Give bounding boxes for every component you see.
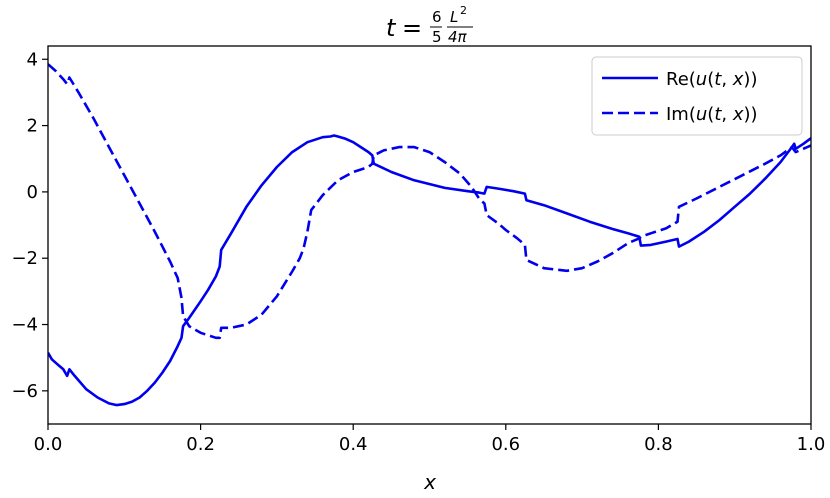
legend: Re(u(t, x)) Im(u(t, x)) — [591, 56, 803, 136]
x-tick-label: 0.8 — [644, 434, 673, 455]
y-tick-label: −6 — [11, 381, 38, 402]
title-equals: = — [402, 14, 422, 42]
x-tick-label: 0.4 — [339, 434, 368, 455]
y-tick-label: −4 — [11, 315, 38, 336]
plot-frame — [47, 45, 812, 425]
series-line-re — [48, 134, 811, 407]
title-frac2-num-exp: 2 — [460, 4, 467, 17]
series-line-im — [48, 63, 811, 340]
legend-label-re: Re(u(t, x)) — [666, 69, 757, 90]
y-axis: 4 2 0 −2 −4 −6 — [11, 49, 48, 402]
x-axis-label: x — [423, 470, 436, 494]
title-frac2-num: L — [450, 8, 458, 26]
title-var: t — [386, 14, 397, 42]
y-tick-label: 0 — [27, 182, 38, 203]
x-tick-label: 0.2 — [186, 434, 215, 455]
y-tick-label: 4 — [27, 49, 38, 70]
chart-title: t = 6 5 L 2 4π — [386, 4, 473, 46]
x-tick-label: 1.0 — [797, 434, 826, 455]
title-frac2-den: 4π — [448, 28, 468, 46]
x-tick-label: 0.6 — [491, 434, 520, 455]
title-frac1-den: 5 — [432, 28, 442, 46]
legend-label-im: Im(u(t, x)) — [666, 104, 758, 125]
y-tick-label: −2 — [11, 248, 38, 269]
title-frac1-num: 6 — [432, 8, 442, 26]
legend-box — [591, 56, 803, 136]
x-axis: 0.0 0.2 0.4 0.6 0.8 1.0 — [34, 424, 826, 455]
y-tick-label: 2 — [27, 116, 38, 137]
x-tick-label: 0.0 — [34, 434, 63, 455]
